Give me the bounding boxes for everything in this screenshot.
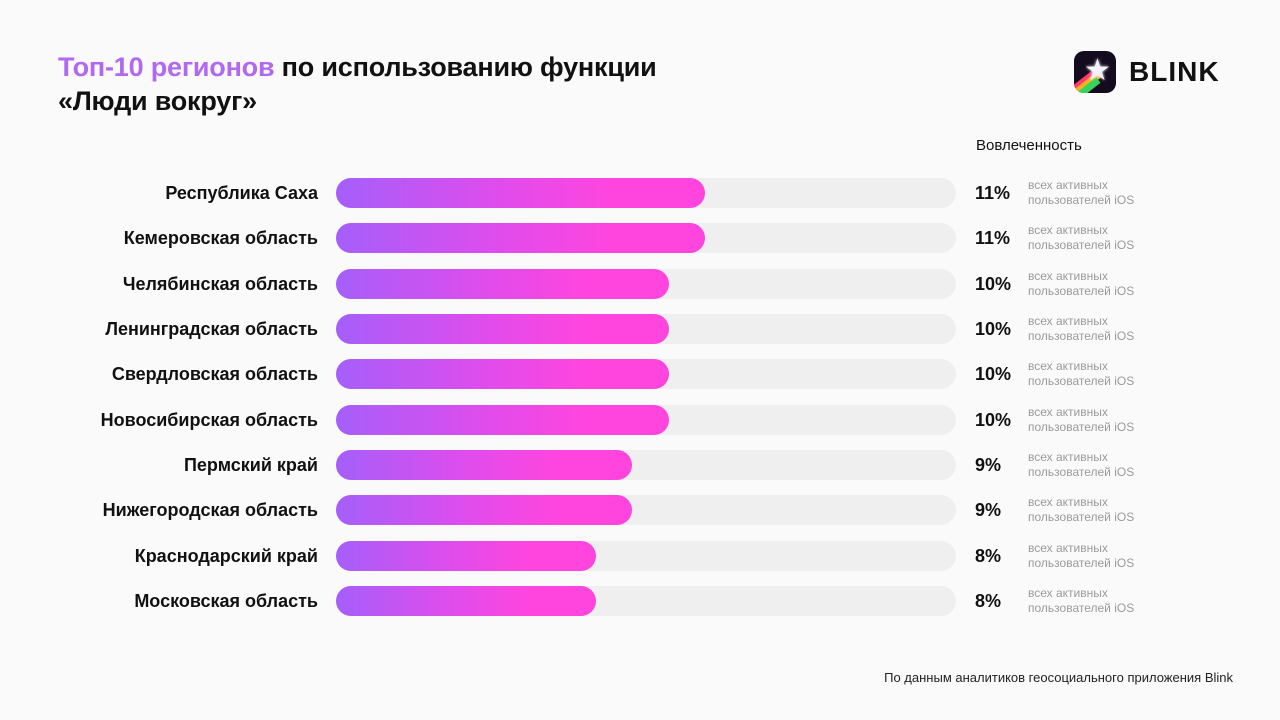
region-label: Нижегородская область [102, 500, 318, 521]
value-note: всех активных пользователей iOS [1028, 359, 1134, 389]
value-note-line-2: пользователей iOS [1028, 419, 1135, 434]
value-note-line-2: пользователей iOS [1028, 283, 1135, 298]
value-note-line-2: пользователей iOS [1028, 601, 1135, 616]
title-accent: Топ-10 регионов [58, 52, 275, 82]
bar-fill [336, 268, 669, 299]
title-rest: по использованию функции [274, 52, 657, 82]
bar-track [336, 314, 956, 345]
value-note-line-2: пользователей iOS [1028, 329, 1135, 344]
brand-name: BLINK [1129, 56, 1220, 87]
chart-row: Ленинградская область 10% всех активных пол… [0, 314, 1280, 345]
value-label: 8% [975, 591, 1002, 612]
bar-track [336, 586, 956, 617]
region-label: Краснодарский край [134, 545, 318, 566]
source-note: По данным аналитиков геосоциального прил… [884, 670, 1233, 685]
bar-track [336, 450, 956, 481]
bar-fill [336, 404, 669, 435]
value-note-line-1: всех активных [1028, 359, 1108, 374]
bar-track [336, 223, 956, 254]
value-note-line-1: всех активных [1028, 540, 1108, 555]
bar-track [336, 495, 956, 526]
chart-row: Краснодарский край 8% всех активных пользов… [0, 540, 1280, 571]
value-note-line-1: всех активных [1028, 404, 1108, 419]
bar-fill [336, 359, 669, 390]
value-label: 9% [975, 455, 1002, 476]
bar-fill [336, 450, 633, 481]
bar-fill [336, 540, 596, 571]
bar-track [336, 404, 956, 435]
value-label: 10% [975, 364, 1012, 385]
value-note-line-2: пользователей iOS [1028, 238, 1135, 253]
value-note: всех активных пользователей iOS [1028, 269, 1134, 299]
region-label: Кемеровская область [123, 228, 318, 249]
chart-row: Свердловская область 10% всех активных поль… [0, 359, 1280, 390]
region-label: Ленинградская область [105, 319, 318, 340]
star-app-icon: ★ [1074, 51, 1116, 93]
value-label: 8% [975, 545, 1002, 566]
value-note-line-1: всех активных [1028, 178, 1108, 192]
region-label: Московская область [134, 591, 318, 612]
chart-row: Кемеровская область 11% всех активных польз… [0, 223, 1280, 254]
chart-row: Челябинская область 10% всех активных польз… [0, 268, 1280, 299]
region-label: Республика Саха [165, 183, 318, 203]
value-note-line-2: пользователей iOS [1028, 193, 1135, 207]
value-note-line-2: пользователей iOS [1028, 555, 1135, 570]
value-column-header: Вовлеченность [976, 137, 1082, 154]
value-note: всех активных пользователей iOS [1028, 586, 1134, 616]
value-label: 11% [975, 228, 1011, 249]
value-note: всех активных пользователей iOS [1028, 495, 1134, 525]
value-label: 10% [975, 273, 1012, 294]
value-note: всех активных пользователей iOS [1028, 405, 1134, 435]
value-note-line-2: пользователей iOS [1028, 374, 1135, 389]
region-label: Новосибирская область [100, 409, 318, 430]
value-note-line-1: всех активных [1028, 495, 1108, 510]
page-title: Топ-10 регионов по использованию функции… [58, 50, 657, 118]
chart-row: Пермский край 9% всех активных пользователе… [0, 450, 1280, 481]
bar-fill [336, 586, 596, 617]
value-note-line-2: пользователей iOS [1028, 510, 1135, 525]
value-note-line-1: всех активных [1028, 450, 1108, 465]
bar-fill [336, 495, 633, 526]
chart-row: Новосибирская область 10% всех активных пол… [0, 404, 1280, 435]
bar-fill [336, 223, 705, 254]
value-label: 10% [975, 319, 1012, 340]
region-label: Пермский край [183, 455, 318, 476]
bar-track [336, 540, 956, 571]
value-label: 10% [975, 409, 1012, 430]
value-label: 11% [975, 183, 1011, 203]
title-line-2: «Люди вокруг» [58, 86, 257, 116]
value-note-line-1: всех активных [1028, 223, 1108, 238]
value-note: всех активных пользователей iOS [1028, 178, 1134, 208]
value-note: всех активных пользователей iOS [1028, 314, 1134, 344]
value-note-line-1: всех активных [1028, 586, 1108, 601]
bar-fill [336, 178, 705, 208]
bar-track [336, 178, 956, 208]
brand-logo: ★ BLINK [1074, 51, 1220, 93]
value-note-line-2: пользователей iOS [1028, 465, 1135, 480]
value-note: всех активных пользователей iOS [1028, 541, 1134, 571]
bar-track [336, 268, 956, 299]
chart-row: Нижегородская область 9% всех активных поль… [0, 495, 1280, 526]
value-note: всех активных пользователей iOS [1028, 223, 1134, 253]
value-label: 9% [975, 500, 1002, 521]
chart-row: Московская область 8% всех активных пользов… [0, 586, 1280, 617]
value-note: всех активных пользователей iOS [1028, 450, 1134, 480]
chart-row: Республика Саха 11% всех активных пользоват… [0, 178, 1280, 208]
region-label: Свердловская область [111, 364, 318, 385]
region-label: Челябинская область [122, 273, 318, 294]
bar-track [336, 359, 956, 390]
bar-fill [336, 314, 669, 345]
value-note-line-1: всех активных [1028, 314, 1108, 329]
title-line-1: Топ-10 регионов по использованию функции [58, 50, 657, 84]
value-note-line-1: всех активных [1028, 268, 1108, 283]
